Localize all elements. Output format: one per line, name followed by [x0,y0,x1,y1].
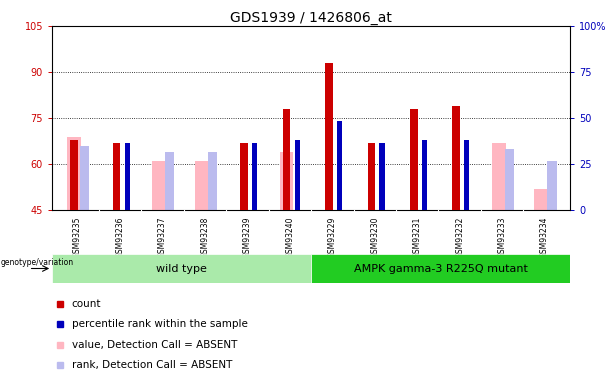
Bar [337,121,342,210]
Text: GSM93236: GSM93236 [115,216,124,258]
Text: GSM93234: GSM93234 [540,216,549,258]
Bar [379,142,384,210]
Bar [422,140,427,210]
Bar [195,161,208,210]
Title: GDS1939 / 1426806_at: GDS1939 / 1426806_at [230,11,392,25]
Bar [165,152,174,210]
Text: percentile rank within the sample: percentile rank within the sample [72,319,248,329]
Bar [80,146,89,210]
Bar [504,149,514,210]
Bar [283,109,291,210]
Text: wild type: wild type [156,264,207,273]
Bar [465,140,470,210]
Text: rank, Detection Call = ABSENT: rank, Detection Call = ABSENT [72,360,232,370]
Bar [240,142,248,210]
Text: GSM93232: GSM93232 [455,216,464,258]
Bar [70,140,78,210]
Bar [452,106,460,210]
Bar [124,142,130,210]
Bar [294,140,300,210]
Bar [325,63,333,210]
Text: GSM93238: GSM93238 [200,216,210,258]
Text: GSM93237: GSM93237 [158,216,167,258]
Text: count: count [72,298,101,309]
Bar [547,161,557,210]
Text: GSM93233: GSM93233 [498,216,507,258]
Bar [67,136,81,210]
Bar [410,109,417,210]
Text: GSM93235: GSM93235 [73,216,82,258]
Text: GSM93240: GSM93240 [286,216,294,258]
Bar [492,142,506,210]
Bar [535,189,548,210]
Bar [311,254,570,283]
Bar [207,152,217,210]
Text: GSM93230: GSM93230 [370,216,379,258]
Bar [368,142,375,210]
Bar [280,152,293,210]
Bar [152,161,166,210]
Bar [113,142,121,210]
Bar [52,254,311,283]
Text: GSM93239: GSM93239 [243,216,252,258]
Text: GSM93231: GSM93231 [413,216,422,258]
Text: genotype/variation: genotype/variation [1,258,74,267]
Text: AMPK gamma-3 R225Q mutant: AMPK gamma-3 R225Q mutant [354,264,528,273]
Bar [252,142,257,210]
Text: value, Detection Call = ABSENT: value, Detection Call = ABSENT [72,340,237,350]
Text: GSM93229: GSM93229 [328,216,337,258]
